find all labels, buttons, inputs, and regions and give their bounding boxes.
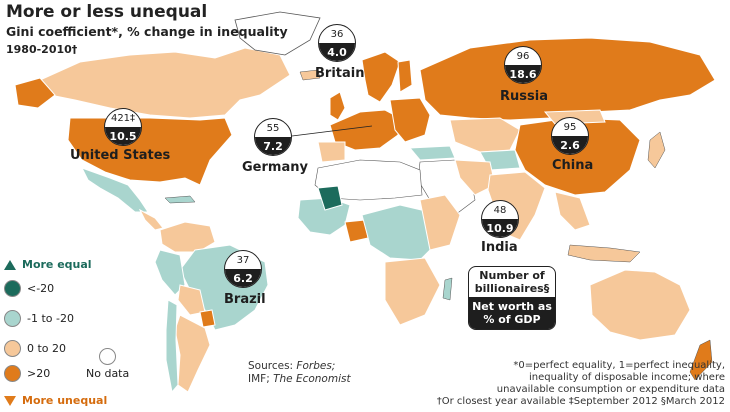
region-east-africa bbox=[419, 194, 461, 251]
badge-germany: 55 7.2 bbox=[254, 118, 292, 156]
region-australia bbox=[589, 269, 691, 341]
legend-gt-20: >20 bbox=[4, 365, 50, 382]
region-iran bbox=[454, 159, 496, 196]
united-states-billionaires: 421‡ bbox=[110, 112, 136, 124]
label-britain: Britain bbox=[315, 66, 365, 81]
label-brazil: Brazil bbox=[224, 292, 266, 307]
key-net-worth-label: Net worth as % of GDP bbox=[469, 297, 555, 329]
region-iberia bbox=[317, 141, 346, 163]
region-central-america bbox=[138, 208, 164, 231]
russia-net-worth: 18.6 bbox=[505, 65, 541, 83]
badge-brazil: 37 6.2 bbox=[224, 250, 262, 288]
map-subtitle: Gini coefficient*, % change in inequalit… bbox=[6, 24, 288, 39]
region-argentina bbox=[174, 314, 211, 393]
triangle-up-icon bbox=[4, 259, 16, 270]
footnotes: *0=perfect equality, 1=perfect inequalit… bbox=[436, 360, 725, 407]
swatch-light-orange bbox=[4, 340, 21, 357]
region-indonesia bbox=[567, 244, 641, 263]
britain-billionaires: 36 bbox=[330, 28, 344, 40]
united-states-net-worth: 10.5 bbox=[105, 127, 141, 145]
badge-key: Number of billionaires§ Net worth as % o… bbox=[468, 266, 556, 330]
label-russia: Russia bbox=[500, 89, 548, 104]
india-net-worth: 10.9 bbox=[482, 219, 518, 237]
triangle-down-icon bbox=[4, 395, 16, 406]
swatch-dark-teal bbox=[4, 280, 21, 297]
region-peru bbox=[154, 249, 186, 296]
legend-lt-minus20: <-20 bbox=[4, 280, 54, 297]
region-paraguay bbox=[199, 309, 216, 328]
legend-more-equal: More equal bbox=[4, 258, 92, 271]
region-japan bbox=[647, 131, 666, 169]
germany-billionaires: 55 bbox=[266, 122, 280, 134]
region-iceland bbox=[299, 69, 321, 81]
swatch-orange bbox=[4, 365, 21, 382]
region-caribbean bbox=[164, 195, 196, 204]
badge-india: 48 10.9 bbox=[481, 200, 519, 238]
china-billionaires: 95 bbox=[563, 121, 577, 133]
label-germany: Germany bbox=[242, 160, 308, 175]
germany-net-worth: 7.2 bbox=[255, 137, 291, 155]
legend-minus1-to-minus20: -1 to -20 bbox=[4, 310, 74, 327]
badge-britain: 36 4.0 bbox=[318, 24, 356, 62]
region-southern-africa bbox=[384, 257, 441, 326]
label-india: India bbox=[481, 240, 518, 255]
region-eastern-europe bbox=[389, 97, 431, 143]
region-canada bbox=[39, 47, 291, 119]
map-years: 1980-2010† bbox=[6, 43, 78, 56]
region-bolivia bbox=[177, 284, 206, 316]
sources: Sources: Forbes; IMF; The Economist bbox=[248, 360, 351, 385]
badge-russia: 96 18.6 bbox=[504, 46, 542, 84]
region-alaska bbox=[14, 77, 56, 109]
russia-billionaires: 96 bbox=[516, 50, 530, 62]
region-colombia-venezuela bbox=[159, 221, 216, 253]
region-scandinavia bbox=[361, 51, 401, 103]
legend-no-data: No data bbox=[86, 348, 129, 380]
legend-0-to-20: 0 to 20 bbox=[4, 340, 66, 357]
brazil-billionaires: 37 bbox=[236, 254, 250, 266]
region-russia bbox=[419, 37, 716, 121]
swatch-light-teal bbox=[4, 310, 21, 327]
region-turkey bbox=[408, 145, 456, 161]
badge-china: 95 2.6 bbox=[551, 117, 589, 155]
key-billionaires-label: Number of billionaires§ bbox=[474, 269, 550, 295]
map-title: More or less unequal bbox=[6, 2, 208, 22]
label-united-states: United States bbox=[70, 148, 171, 163]
legend-more-unequal: More unequal bbox=[4, 394, 107, 407]
region-finland bbox=[397, 59, 413, 93]
badge-united-states: 421‡ 10.5 bbox=[104, 108, 142, 146]
label-china: China bbox=[552, 158, 594, 173]
brazil-net-worth: 6.2 bbox=[225, 269, 261, 287]
region-madagascar bbox=[442, 277, 453, 301]
region-britain bbox=[329, 91, 346, 121]
region-new-zealand bbox=[689, 339, 713, 381]
swatch-white bbox=[99, 348, 117, 365]
germany-pointer-line bbox=[291, 125, 373, 137]
india-billionaires: 48 bbox=[493, 204, 507, 216]
region-greenland bbox=[234, 11, 321, 56]
region-chile bbox=[165, 299, 179, 394]
region-mali bbox=[317, 185, 343, 211]
region-kazakhstan bbox=[449, 117, 521, 153]
britain-net-worth: 4.0 bbox=[319, 43, 355, 61]
region-southeast-asia bbox=[554, 191, 591, 231]
china-net-worth: 2.6 bbox=[552, 136, 588, 154]
